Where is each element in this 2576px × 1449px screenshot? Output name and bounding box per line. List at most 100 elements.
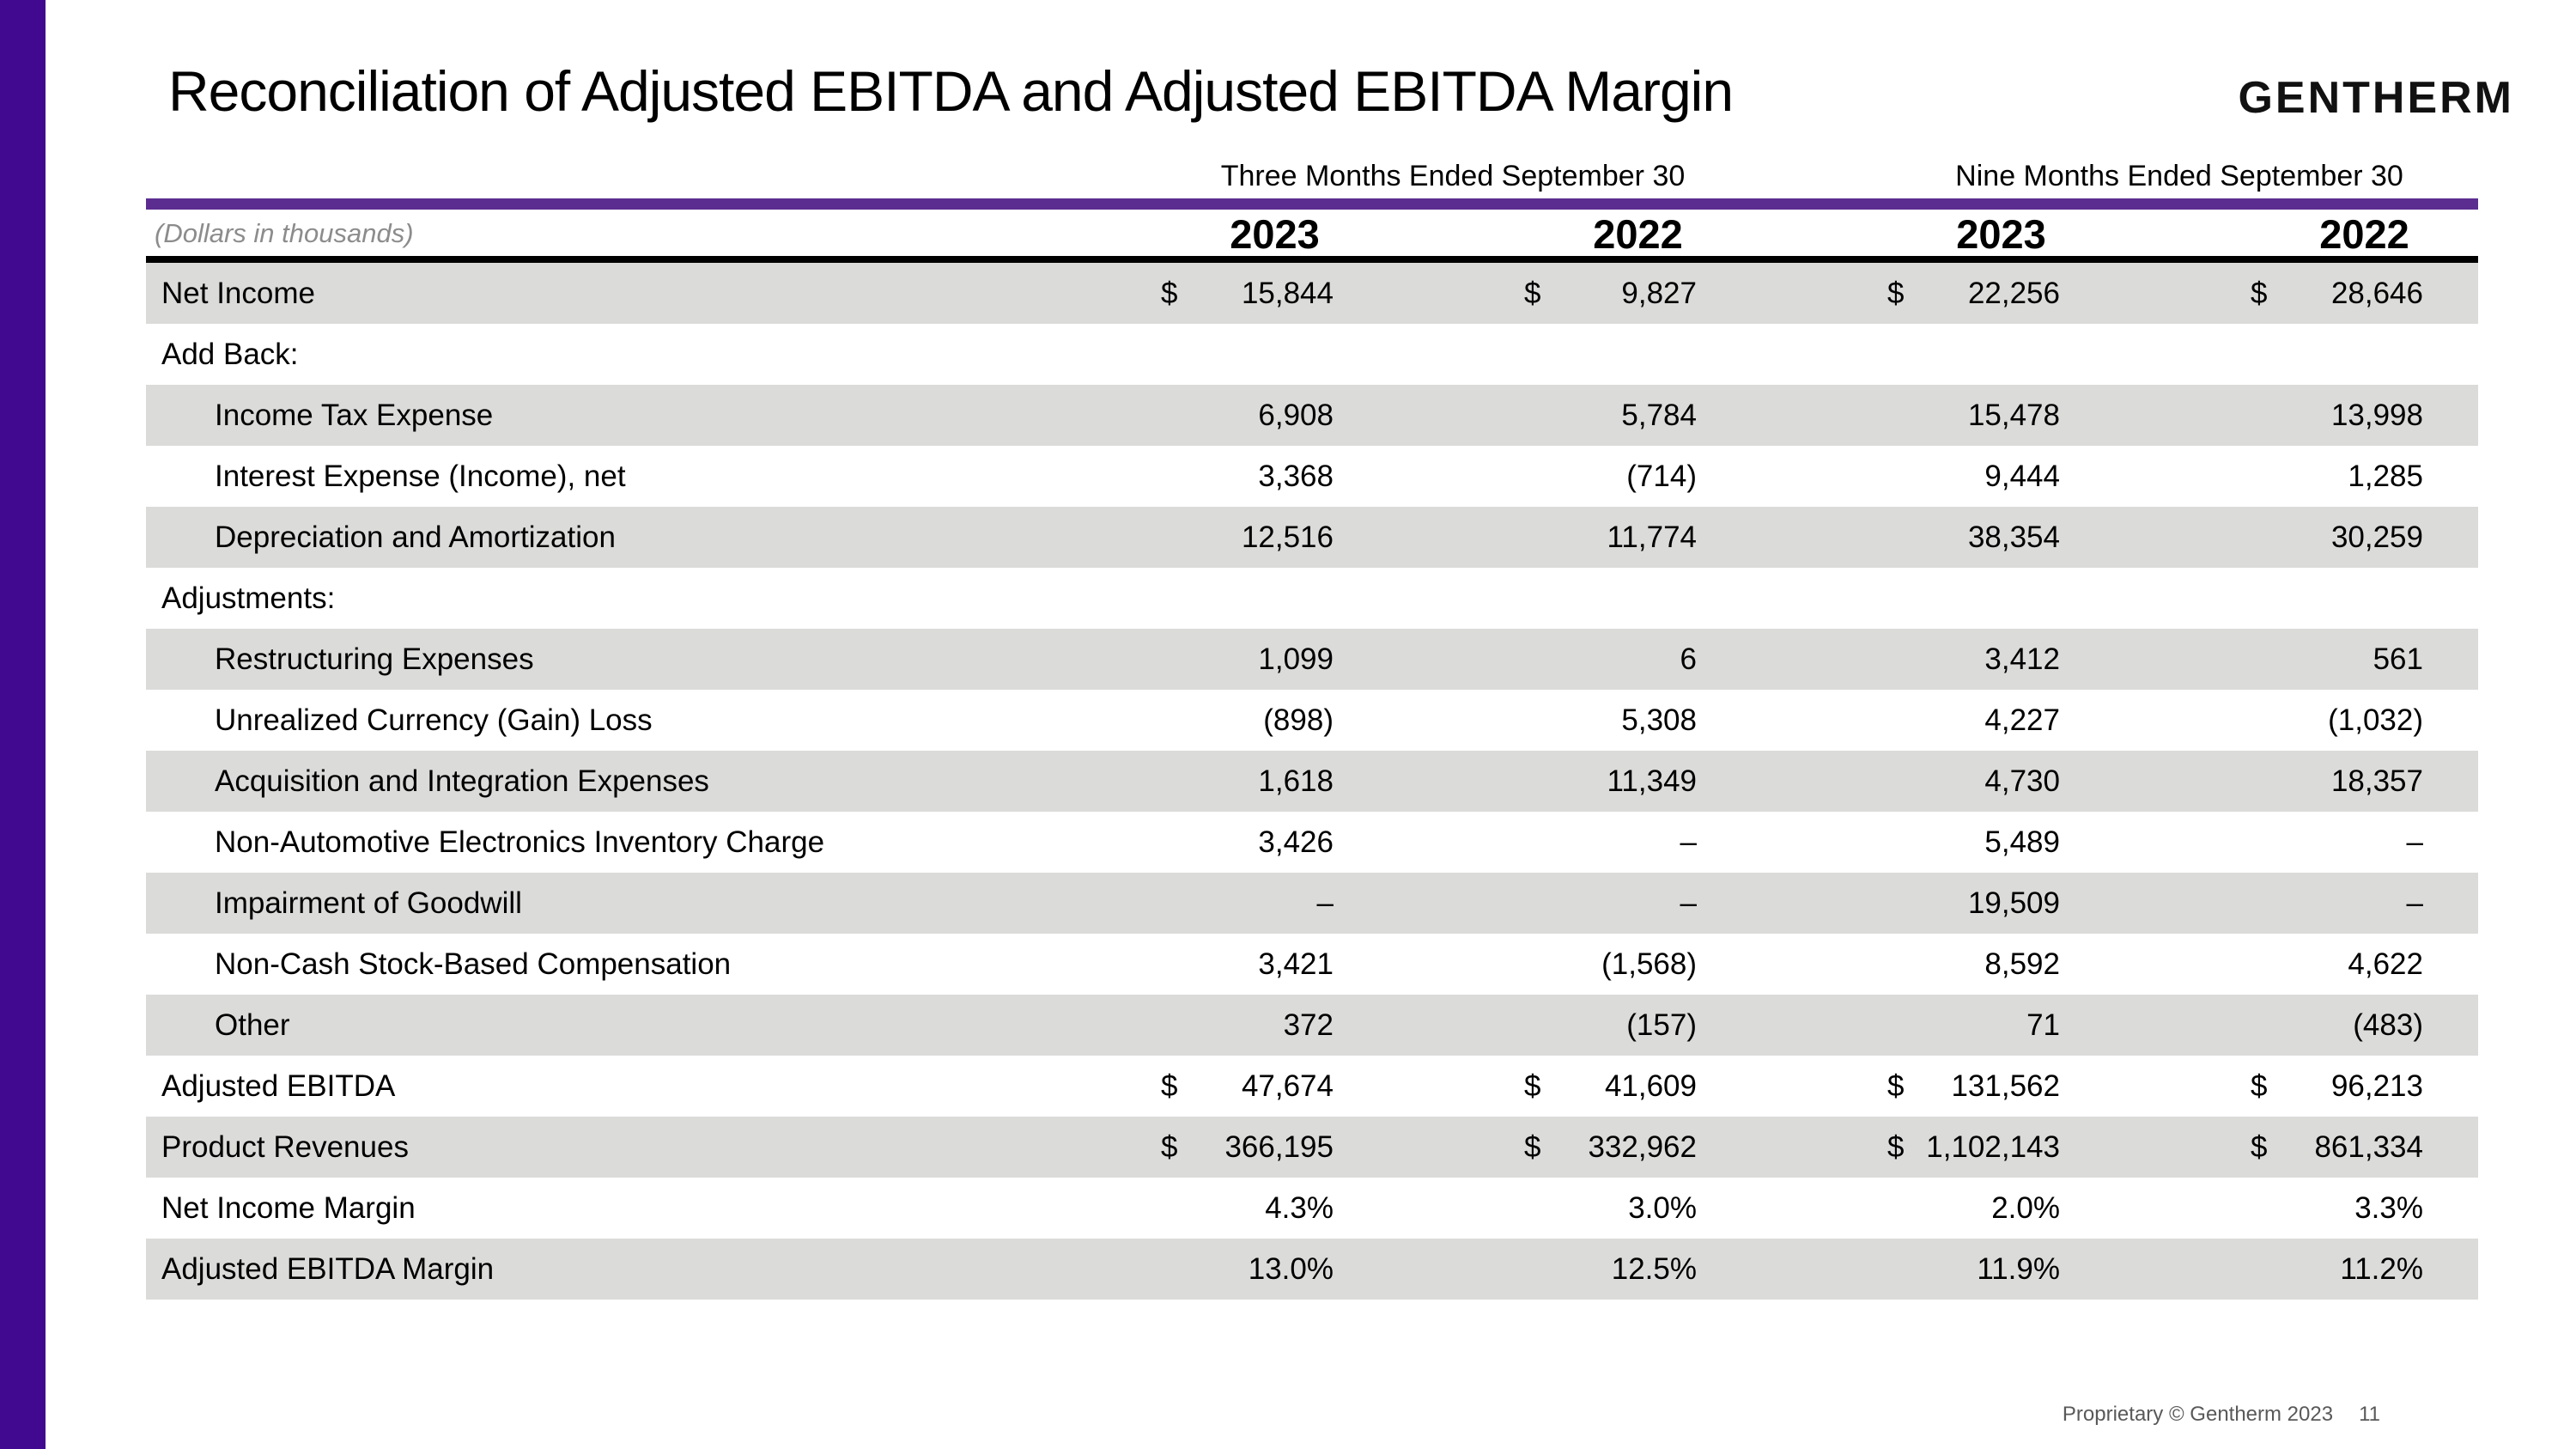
cell-value: 1,618: [1258, 764, 1334, 798]
page-title: Reconciliation of Adjusted EBITDA and Ad…: [168, 59, 1734, 123]
cell-value: 19,509: [1967, 886, 2060, 920]
table-row: Restructuring Expenses 1,099 6 3,412 561: [146, 629, 2478, 690]
value-cell: 13,998: [2115, 399, 2478, 433]
table-row: Net Income Margin 4.3% 3.0% 2.0% 3.3%: [146, 1178, 2478, 1239]
table-row: Non-Automotive Electronics Inventory Cha…: [146, 812, 2478, 873]
value-cell: 4,622: [2115, 947, 2478, 982]
cell-value: –: [2406, 886, 2423, 920]
value-cell: (714): [1388, 460, 1752, 494]
currency-symbol: $: [1161, 276, 1178, 310]
cell-value: –: [2406, 825, 2423, 859]
cell-value: 1,099: [1258, 642, 1334, 676]
currency-symbol: $: [1161, 1068, 1178, 1103]
table-row: Adjusted EBITDA Margin 13.0% 12.5% 11.9% 11.…: [146, 1239, 2478, 1300]
value-cell: $41,609: [1388, 1069, 1752, 1104]
row-label: Adjusted EBITDA: [161, 1068, 396, 1103]
currency-symbol: $: [1887, 276, 1905, 310]
value-cell: 12,516: [1025, 521, 1388, 555]
cell-value: (714): [1626, 459, 1697, 493]
cell-value: 561: [2372, 642, 2423, 676]
value-cell: 38,354: [1752, 521, 2115, 555]
cell-value: 15,844: [1241, 276, 1334, 310]
cell-value: 372: [1283, 1008, 1334, 1042]
period-header-row: Three Months Ended September 30 Nine Mon…: [146, 159, 2478, 193]
currency-symbol: $: [2251, 276, 2268, 310]
cell-value: 11,349: [1607, 764, 1697, 798]
value-cell: 15,478: [1752, 399, 2115, 433]
value-cell: 372: [1025, 1008, 1388, 1043]
row-label: Net Income: [161, 276, 315, 310]
value-cell: 5,489: [1752, 825, 2115, 860]
value-cell: 1,618: [1025, 764, 1388, 799]
value-cell: 9,444: [1752, 460, 2115, 494]
cell-value: 9,827: [1621, 276, 1697, 310]
currency-symbol: $: [1887, 1068, 1905, 1103]
row-label: Interest Expense (Income), net: [215, 459, 626, 493]
row-label: Acquisition and Integration Expenses: [215, 764, 709, 798]
value-cell: –: [1388, 886, 1752, 921]
cell-value: 9,444: [1984, 459, 2060, 493]
cell-value: 3,368: [1258, 459, 1334, 493]
table-row: Product Revenues $366,195 $332,962 $1,102,1…: [146, 1117, 2478, 1178]
cell-value: 3.0%: [1628, 1190, 1697, 1225]
value-cell: 11,774: [1388, 521, 1752, 555]
cell-value: 6,908: [1258, 398, 1334, 432]
cell-value: 4.3%: [1265, 1190, 1334, 1225]
cell-value: 11.2%: [2340, 1251, 2423, 1286]
value-cell: 30,259: [2115, 521, 2478, 555]
row-label: Non-Cash Stock-Based Compensation: [215, 947, 732, 981]
year-header: 2023: [1956, 210, 2046, 257]
table-row: Impairment of Goodwill – – 19,509 –: [146, 873, 2478, 934]
value-cell: 2.0%: [1752, 1191, 2115, 1226]
value-cell: $366,195: [1025, 1130, 1388, 1165]
value-cell: (483): [2115, 1008, 2478, 1043]
value-cell: 12.5%: [1388, 1252, 1752, 1287]
table-row: Adjustments:: [146, 568, 2478, 629]
header-rule-purple: [146, 198, 2478, 210]
cell-value: 2.0%: [1991, 1190, 2060, 1225]
value-cell: 8,592: [1752, 947, 2115, 982]
table-row: Interest Expense (Income), net 3,368 (714)…: [146, 446, 2478, 507]
cell-value: 12,516: [1241, 520, 1334, 554]
row-label: Depreciation and Amortization: [215, 520, 616, 554]
table-row: Non-Cash Stock-Based Compensation 3,421 (1…: [146, 934, 2478, 995]
row-label: Add Back:: [161, 337, 299, 371]
value-cell: 11.9%: [1752, 1252, 2115, 1287]
value-cell: 1,099: [1025, 642, 1388, 677]
cell-value: (1,568): [1601, 947, 1697, 981]
value-cell: 6: [1388, 642, 1752, 677]
cell-value: 96,213: [2330, 1068, 2423, 1103]
row-label: Adjustments:: [161, 581, 336, 615]
value-cell: $28,646: [2115, 277, 2478, 311]
row-label: Unrealized Currency (Gain) Loss: [215, 703, 653, 737]
value-cell: $47,674: [1025, 1069, 1388, 1104]
table-row: Other 372 (157) 71 (483): [146, 995, 2478, 1056]
cell-value: 5,784: [1621, 398, 1697, 432]
cell-value: 1,285: [2348, 459, 2423, 493]
currency-symbol: $: [1524, 1068, 1541, 1103]
cell-value: 4,730: [1984, 764, 2060, 798]
cell-value: 3,421: [1258, 947, 1334, 981]
cell-value: 13.0%: [1248, 1251, 1334, 1286]
cell-value: –: [1680, 825, 1697, 859]
value-cell: $22,256: [1752, 277, 2115, 311]
value-cell: $332,962: [1388, 1130, 1752, 1165]
cell-value: –: [1680, 886, 1697, 920]
cell-value: 15,478: [1967, 398, 2060, 432]
gentherm-logo: GENTHERM: [2238, 73, 2514, 123]
value-cell: 6,908: [1025, 399, 1388, 433]
table-row: Depreciation and Amortization 12,516 11,77…: [146, 507, 2478, 568]
cell-value: –: [1316, 886, 1334, 920]
table-row: Income Tax Expense 6,908 5,784 15,478 13,998: [146, 385, 2478, 446]
value-cell: 19,509: [1752, 886, 2115, 921]
cell-value: (483): [2353, 1008, 2423, 1042]
ebitda-reconciliation-table: Three Months Ended September 30 Nine Mon…: [146, 159, 2478, 1300]
value-cell: $96,213: [2115, 1069, 2478, 1104]
value-cell: 5,308: [1388, 703, 1752, 738]
row-label: Restructuring Expenses: [215, 642, 534, 676]
cell-value: 13,998: [2330, 398, 2423, 432]
cell-value: 332,962: [1588, 1129, 1697, 1164]
value-cell: (898): [1025, 703, 1388, 738]
year-header: 2023: [1230, 210, 1320, 257]
cell-value: 8,592: [1984, 947, 2060, 981]
